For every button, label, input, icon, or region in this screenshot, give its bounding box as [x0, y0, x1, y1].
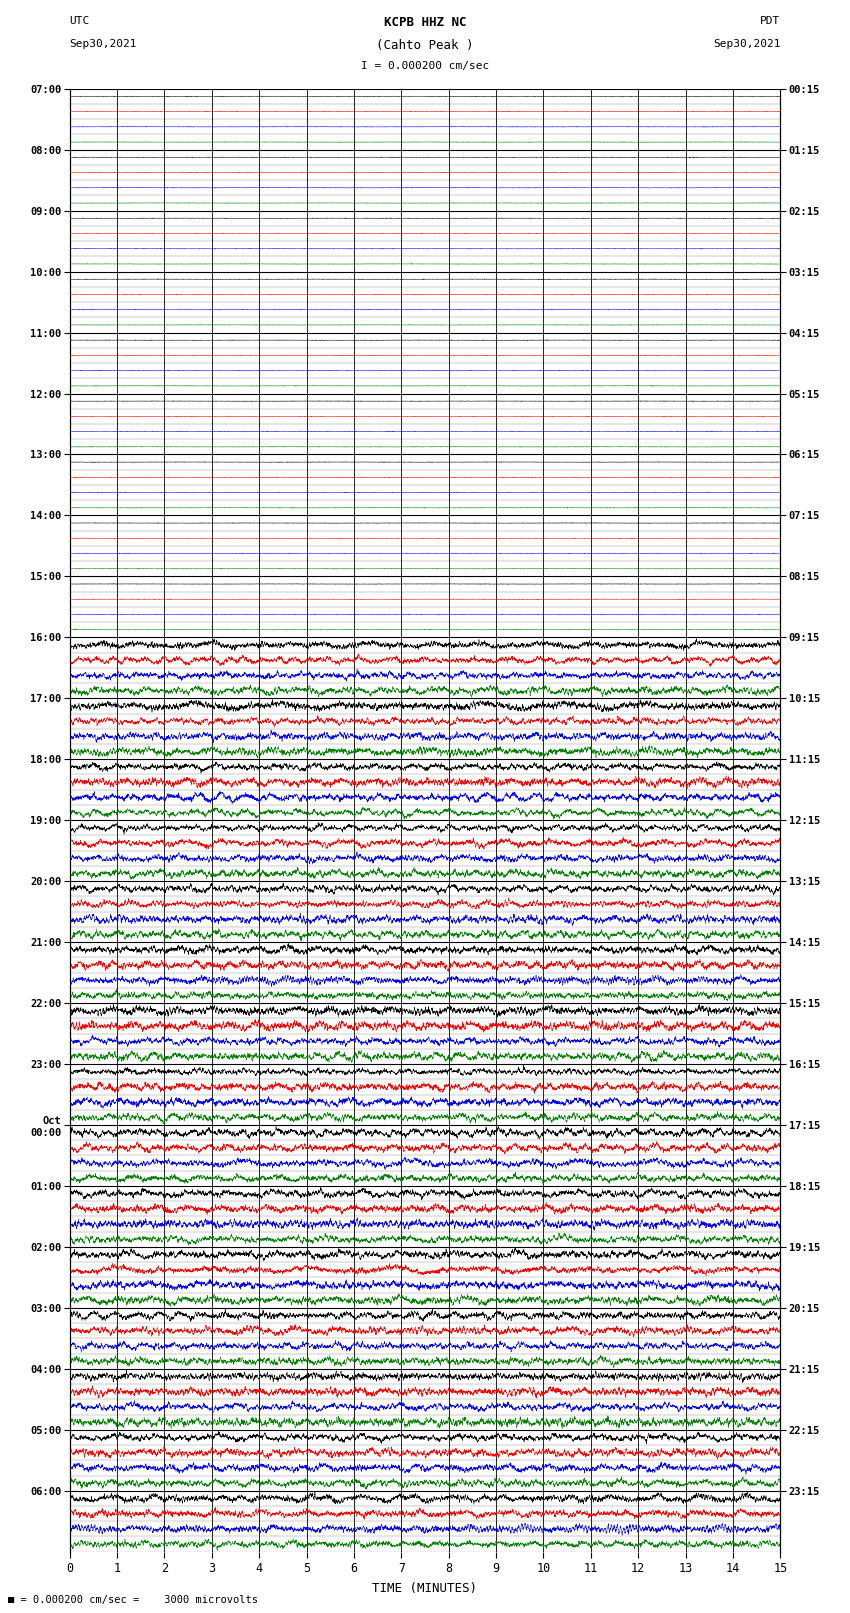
Text: (Cahto Peak ): (Cahto Peak ) — [377, 39, 473, 52]
X-axis label: TIME (MINUTES): TIME (MINUTES) — [372, 1582, 478, 1595]
Text: KCPB HHZ NC: KCPB HHZ NC — [383, 16, 467, 29]
Text: ■ = 0.000200 cm/sec =    3000 microvolts: ■ = 0.000200 cm/sec = 3000 microvolts — [8, 1595, 258, 1605]
Text: Sep30,2021: Sep30,2021 — [70, 39, 137, 48]
Text: UTC: UTC — [70, 16, 90, 26]
Text: PDT: PDT — [760, 16, 780, 26]
Text: I = 0.000200 cm/sec: I = 0.000200 cm/sec — [361, 61, 489, 71]
Text: Sep30,2021: Sep30,2021 — [713, 39, 780, 48]
